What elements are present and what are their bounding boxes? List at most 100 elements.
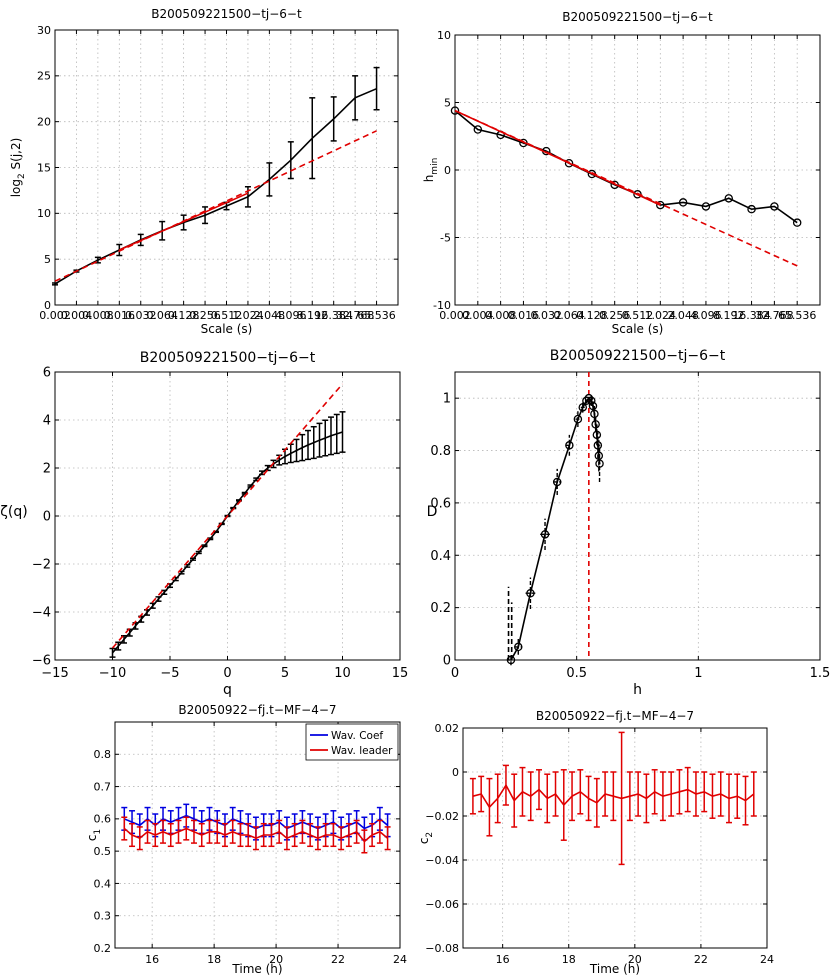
data-point: [552, 477, 562, 487]
x-axis-label: q: [223, 682, 232, 698]
x-tick-label: 0.016: [104, 309, 136, 322]
y-axis-label: c2: [417, 832, 435, 844]
x-tick-label: 0.5: [566, 666, 587, 681]
data-point: [573, 414, 583, 424]
data-point: [792, 218, 802, 227]
y-tick-label: 20: [37, 116, 51, 129]
x-tick-label: 0.004: [61, 309, 93, 322]
y-label-sub: 2: [17, 173, 27, 179]
series-line-0: [454, 109, 798, 224]
x-axis-label: h: [633, 682, 642, 698]
y-tick-label: 1: [443, 392, 451, 407]
y-tick-label: 6: [43, 366, 51, 381]
x-tick-label: 0.002: [439, 309, 471, 322]
y-tick-label: 0.02: [435, 722, 460, 735]
y-tick-label: 0.8: [94, 748, 112, 761]
y-tick-label: 0.6: [94, 813, 112, 826]
y-label-sub: min: [430, 158, 440, 175]
plot-frame: [454, 371, 821, 661]
x-tick-label: 65.536: [357, 309, 396, 322]
chart-title: B200509221500−tj−6−t: [140, 350, 316, 366]
y-tick-label: −2: [32, 558, 51, 573]
y-axis-label: c1: [85, 829, 103, 841]
legend-box: [305, 723, 399, 761]
y-tick-label: 2: [43, 462, 51, 477]
data-point: [592, 430, 602, 440]
y-label-main: c: [85, 835, 99, 842]
data-point: [584, 393, 594, 403]
y-tick-label: 0.3: [94, 910, 112, 923]
y-tick-label: 0.6: [430, 496, 451, 511]
y-tick-label: −0.06: [425, 898, 459, 911]
y-tick-label: 0.7: [94, 780, 112, 793]
data-point: [724, 194, 734, 203]
x-axis-label: Scale (s): [201, 322, 253, 336]
chart-title: B200509221500−tj−6−t: [562, 10, 713, 24]
x-tick-label: −10: [99, 666, 126, 681]
y-tick-label: 0: [443, 654, 451, 669]
x-tick-label: 16.384: [314, 309, 353, 322]
plot-frame: [462, 727, 768, 949]
x-tick-label: 0.004: [462, 309, 494, 322]
chart-title: B200509221500−tj−6−t: [151, 7, 302, 21]
x-tick-label: 0.256: [599, 309, 631, 322]
y-tick-label: −0.08: [425, 942, 459, 955]
y-label-sub: 1: [93, 829, 103, 835]
x-tick-label: 16: [145, 953, 159, 966]
x-tick-label: 22: [694, 953, 708, 966]
y-label-main: h: [422, 175, 436, 183]
x-tick-label: 0.128: [168, 309, 200, 322]
x-tick-label: 1: [694, 666, 702, 681]
x-tick-label: 0.002: [39, 309, 71, 322]
chart-c1-time: 16 18 20 22 24 0.2 0.3 0.4 0.5 0.6 0.7 0.8 B20050922…: [85, 703, 407, 976]
data-point: [591, 420, 600, 429]
x-tick-label: 24: [760, 953, 774, 966]
y-tick-label: 0: [43, 510, 51, 525]
x-tick-label: 16: [496, 953, 510, 966]
x-tick-label: 0.008: [82, 309, 114, 322]
data-point: [514, 642, 523, 652]
series-line-2: [54, 130, 377, 282]
data-point: [473, 125, 483, 134]
x-tick-label: 20: [628, 953, 642, 966]
y-tick-label: 0.5: [94, 845, 112, 858]
data-point: [526, 588, 535, 598]
y-tick-label: 15: [37, 161, 51, 174]
y-tick-label: 5: [444, 96, 451, 109]
chart-c2-time: 16 18 20 22 24 −0.08 −0.06 −0.04 −0.02 0 0.02 B2005…: [417, 709, 774, 976]
data-point: [587, 396, 596, 406]
x-axis-label: Scale (s): [612, 322, 664, 336]
chart-hmin: 0.0020.0040.0080.0160.0320.0640.1280.256…: [422, 10, 821, 336]
data-point: [770, 202, 779, 211]
y-tick-label: 0: [452, 766, 459, 779]
series-line-0: [510, 397, 601, 661]
data-point: [578, 403, 588, 412]
data-point: [747, 204, 756, 214]
y-tick-label: 0.2: [430, 601, 451, 616]
y-tick-label: −0.02: [425, 810, 459, 823]
x-axis-label: Time (h): [589, 962, 640, 976]
x-tick-label: 65.536: [778, 309, 817, 322]
data-point: [506, 655, 516, 665]
x-tick-label: 2.048: [254, 309, 286, 322]
y-tick-label: 0.8: [430, 444, 451, 459]
chart-title: B20050922−fj.t−MF−4−7: [536, 709, 694, 723]
chart-singularity-spectrum: 0 0.5 1 1.5 0 0.2 0.4 0.6 0.8 1 B200509221500−tj−6…: [427, 348, 831, 698]
y-label-main: ζ(q): [0, 504, 27, 520]
plot-frame: [114, 721, 401, 949]
x-tick-label: 8.192: [297, 309, 329, 322]
y-label-main: D: [427, 504, 438, 520]
chart-structure-function: 0.0020.0040.0080.0160.0320.0640.1280.256…: [9, 7, 399, 336]
data-point: [590, 409, 599, 419]
y-tick-label: -10: [433, 299, 451, 312]
x-tick-label: 0.064: [146, 309, 178, 322]
data-point: [582, 396, 591, 406]
y-tick-label: 0.4: [430, 549, 451, 564]
x-tick-label: 10: [334, 666, 351, 681]
x-tick-label: 18: [562, 953, 576, 966]
y-label-rest: S(j,2): [9, 138, 23, 174]
x-tick-label: 0: [451, 666, 459, 681]
x-tick-label: 0.032: [125, 309, 157, 322]
y-tick-label: −0.04: [425, 854, 459, 867]
